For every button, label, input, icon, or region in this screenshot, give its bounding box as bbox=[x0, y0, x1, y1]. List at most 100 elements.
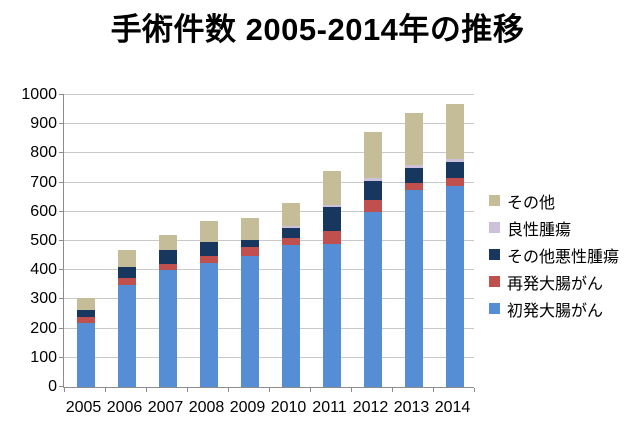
gridline bbox=[64, 152, 474, 154]
x-tick bbox=[433, 388, 434, 392]
bar-segment bbox=[76, 316, 95, 323]
bar-segment bbox=[76, 297, 95, 310]
bar-segment bbox=[76, 309, 95, 317]
bar-segment bbox=[404, 189, 423, 387]
bar-segment bbox=[117, 249, 136, 268]
gridline bbox=[64, 94, 474, 95]
legend-label: その他 bbox=[507, 194, 556, 212]
bar-segment bbox=[445, 178, 464, 186]
bar-segment bbox=[76, 322, 95, 387]
gridline bbox=[64, 356, 474, 358]
gridline bbox=[64, 240, 474, 241]
bar-segment bbox=[322, 207, 341, 231]
legend-swatch-icon bbox=[489, 276, 500, 287]
y-axis-label: 200 bbox=[30, 319, 57, 337]
x-axis-label: 2005 bbox=[65, 399, 102, 416]
bar-2011 bbox=[322, 170, 341, 387]
y-axis-label: 900 bbox=[30, 115, 57, 133]
x-axis-label: 2011 bbox=[312, 399, 347, 416]
x-tick bbox=[310, 388, 311, 392]
bar-segment bbox=[363, 181, 382, 201]
bar-segment bbox=[199, 262, 218, 387]
plot-area bbox=[59, 94, 475, 392]
gridline bbox=[64, 181, 474, 183]
y-tick bbox=[59, 123, 64, 125]
y-tick bbox=[59, 181, 64, 183]
chart-title: 手術件数 2005-2014年の推移 bbox=[110, 12, 525, 47]
bar-segment bbox=[281, 238, 300, 246]
x-axis-label: 2013 bbox=[393, 399, 430, 416]
bar-segment bbox=[199, 242, 218, 256]
gridline bbox=[64, 298, 474, 300]
x-axis-label: 2006 bbox=[106, 399, 143, 416]
legend-swatch-icon bbox=[489, 195, 500, 206]
bar-segment bbox=[199, 255, 218, 263]
bar-segment bbox=[404, 182, 423, 190]
gridline bbox=[64, 210, 474, 212]
y-tick bbox=[59, 152, 64, 154]
legend-item: その他悪性腫瘍 bbox=[489, 241, 619, 268]
bar-2006 bbox=[117, 249, 136, 387]
legend-label: 再発大腸がん bbox=[507, 275, 604, 293]
bar-segment bbox=[117, 284, 136, 387]
bar-segment bbox=[158, 264, 177, 271]
bar-segment bbox=[158, 235, 177, 250]
y-axis-label: 0 bbox=[48, 378, 57, 395]
legend-item: 良性腫瘍 bbox=[489, 214, 619, 241]
x-axis-label: 2007 bbox=[147, 399, 184, 416]
bar-segment bbox=[445, 159, 464, 163]
legend-item: 初発大腸がん bbox=[489, 295, 619, 322]
y-tick bbox=[59, 210, 64, 212]
y-tick bbox=[59, 327, 64, 329]
x-axis-label: 2014 bbox=[434, 399, 471, 416]
bar-segment bbox=[404, 165, 423, 169]
y-axis-label: 1000 bbox=[21, 86, 57, 103]
bar-2009 bbox=[240, 217, 259, 387]
bar-segment bbox=[240, 217, 259, 240]
bar-segment bbox=[445, 103, 464, 160]
gridline bbox=[64, 123, 474, 125]
bar-segment bbox=[322, 170, 341, 205]
y-axis-label: 300 bbox=[30, 290, 57, 308]
x-tick bbox=[187, 388, 188, 392]
bar-segment bbox=[281, 227, 300, 239]
bar-segment bbox=[240, 255, 259, 387]
x-axis-label: 2010 bbox=[270, 399, 307, 416]
bar-segment bbox=[363, 200, 382, 212]
bar-segment bbox=[363, 131, 382, 179]
x-tick bbox=[474, 388, 475, 392]
y-tick bbox=[59, 94, 64, 95]
bar-segment bbox=[281, 226, 300, 228]
x-tick bbox=[64, 388, 65, 392]
bar-segment bbox=[322, 204, 341, 208]
bar-segment bbox=[281, 203, 300, 227]
legend-swatch-icon bbox=[489, 222, 500, 233]
bar-segment bbox=[445, 162, 464, 179]
gridline bbox=[64, 327, 474, 329]
bar-segment bbox=[281, 245, 300, 387]
bar-2013 bbox=[404, 112, 423, 387]
y-tick bbox=[59, 386, 64, 387]
bar-segment bbox=[158, 270, 177, 387]
bar-segment bbox=[117, 267, 136, 278]
legend: その他良性腫瘍その他悪性腫瘍再発大腸がん初発大腸がん bbox=[489, 187, 619, 322]
legend-item: 再発大腸がん bbox=[489, 268, 619, 295]
x-tick bbox=[146, 388, 147, 392]
x-tick bbox=[351, 388, 352, 392]
legend-swatch-icon bbox=[489, 249, 500, 260]
bar-segment bbox=[363, 178, 382, 182]
y-tick bbox=[59, 240, 64, 241]
legend-item: その他 bbox=[489, 187, 619, 214]
x-tick bbox=[269, 388, 270, 392]
y-axis-label: 400 bbox=[30, 261, 57, 279]
y-axis-label: 800 bbox=[30, 144, 57, 162]
y-tick bbox=[59, 298, 64, 300]
y-axis-label: 500 bbox=[30, 232, 57, 249]
bar-segment bbox=[404, 112, 423, 166]
x-tick bbox=[105, 388, 106, 392]
bar-2014 bbox=[445, 103, 464, 387]
bar-segment bbox=[117, 277, 136, 285]
legend-label: 良性腫瘍 bbox=[507, 221, 572, 239]
bar-2005 bbox=[76, 297, 95, 387]
y-axis-label: 600 bbox=[30, 202, 57, 220]
